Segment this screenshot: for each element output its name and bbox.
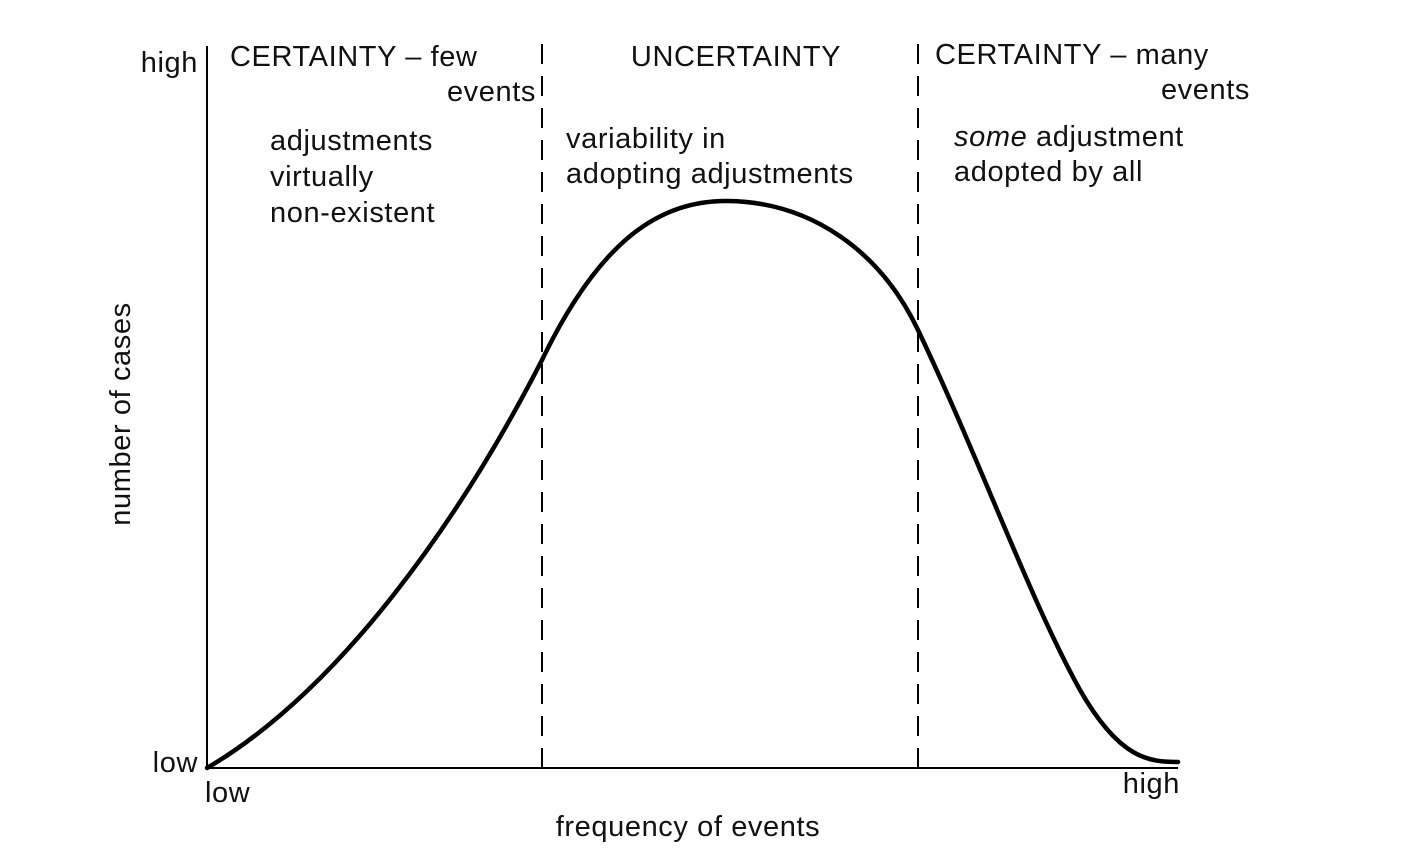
region-uncertainty-description: variability in adopting adjustments <box>566 123 854 190</box>
region-uncertainty-heading: UNCERTAINTY <box>631 41 841 73</box>
region-few-description-line-3: non-existent <box>270 197 435 229</box>
region-uncertainty-description-line-1: variability in <box>566 123 726 155</box>
y-tick-low: low <box>153 747 199 779</box>
region-many-heading-line-2: events <box>1161 74 1250 106</box>
region-uncertainty-description-line-2: adopting adjustments <box>566 158 854 190</box>
x-tick-low: low <box>205 777 251 809</box>
region-many-description: some adjustment adopted by all <box>954 121 1193 188</box>
region-few-description-line-1: adjustments <box>270 125 433 157</box>
region-many-description-line-1-rest: adjustment <box>1027 121 1184 153</box>
y-axis-title: number of cases <box>105 302 137 525</box>
region-many-description-line-1-italic: some <box>954 121 1027 153</box>
region-uncertainty-heading-line-1: UNCERTAINTY <box>631 41 841 73</box>
frequency-curve <box>204 198 1181 771</box>
region-many-description-line-2: adopted by all <box>954 156 1143 188</box>
x-tick-high: high <box>1123 768 1180 800</box>
region-many-heading-line-2-text: events <box>1161 74 1250 106</box>
region-few-heading-line-2-text: events <box>447 76 536 108</box>
region-few-description: adjustments virtually non-existent <box>270 125 442 229</box>
region-many-heading-line-1: CERTAINTY – many <box>935 39 1209 71</box>
region-many-heading: CERTAINTY – many <box>935 39 1209 71</box>
y-tick-high: high <box>141 47 198 79</box>
region-few-heading-line-2: events <box>447 76 536 108</box>
region-few-heading: CERTAINTY – few <box>230 41 478 73</box>
region-few-description-line-2: virtually <box>270 161 374 193</box>
x-axis-title: frequency of events <box>556 811 821 843</box>
region-few-heading-line-1: CERTAINTY – few <box>230 41 478 73</box>
